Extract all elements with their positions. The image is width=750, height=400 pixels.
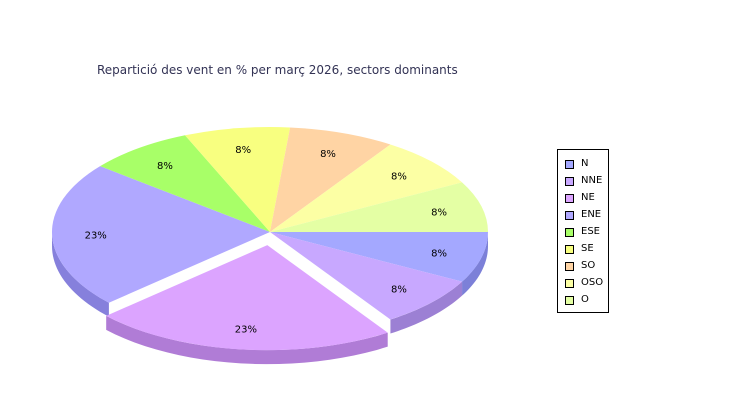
pie-slice-ese <box>100 135 270 232</box>
legend-label: SO <box>581 260 596 271</box>
legend-label: OSO <box>581 277 604 288</box>
pie-slice-n <box>270 232 488 282</box>
legend-swatch <box>565 278 574 288</box>
legend-swatch <box>565 227 574 237</box>
pie-label-nne: 8% <box>391 285 407 296</box>
legend-item-ene: ENE <box>565 209 601 221</box>
pie-slice-nne <box>270 232 463 320</box>
legend-swatch <box>565 193 574 203</box>
pie-label-so: 8% <box>320 149 336 160</box>
pie-label-ene: 23% <box>85 231 107 242</box>
legend-label: NE <box>581 192 595 203</box>
legend-item-ese: ESE <box>565 226 600 238</box>
legend-swatch <box>565 244 574 254</box>
pie-label-oso: 8% <box>391 171 407 182</box>
pie-label-o: 8% <box>431 208 447 219</box>
legend-item-oso: OSO <box>565 277 603 289</box>
legend-label: N <box>581 158 589 169</box>
legend-item-n: N <box>565 158 588 170</box>
legend-label: ESE <box>581 226 600 237</box>
pie-slice-o <box>270 182 488 232</box>
pie-label-se: 8% <box>235 145 251 156</box>
pie-label-ese: 8% <box>157 161 173 172</box>
pie-label-n: 8% <box>431 249 447 260</box>
pie-side-ne <box>106 315 388 365</box>
legend-item-so: SO <box>565 260 595 272</box>
legend: N NNE NE ENE ESE SE SO OSO O <box>557 149 609 313</box>
pie-side-n <box>462 232 488 296</box>
legend-swatch <box>565 176 574 186</box>
pie-slice-oso <box>270 144 463 232</box>
pie-labels: 8% 8% 23% 23% 8% 8% 8% 8% 8% <box>85 145 447 336</box>
legend-label: SE <box>581 243 594 254</box>
pie-slice-ne <box>106 245 388 351</box>
legend-label: O <box>581 294 589 305</box>
legend-label: NNE <box>581 175 603 186</box>
pie-side-nne <box>390 281 463 334</box>
pie-slice-ene <box>51 166 271 303</box>
legend-swatch <box>565 159 574 169</box>
pie-slice-so <box>270 127 391 232</box>
pie-label-ne: 23% <box>235 325 257 336</box>
legend-label: ENE <box>581 209 602 220</box>
legend-swatch <box>565 295 574 305</box>
pie-slice-se <box>185 127 291 232</box>
legend-item-se: SE <box>565 243 594 255</box>
pie-tops <box>51 127 488 351</box>
legend-item-nne: NNE <box>565 175 602 187</box>
legend-swatch <box>565 210 574 220</box>
pie-sides <box>52 232 488 365</box>
legend-item-ne: NE <box>565 192 595 204</box>
legend-item-o: O <box>565 294 589 306</box>
chart-title: Repartició des vent en % per març 2026, … <box>97 63 458 77</box>
legend-swatch <box>565 261 574 271</box>
pie-side-ene <box>52 232 109 317</box>
